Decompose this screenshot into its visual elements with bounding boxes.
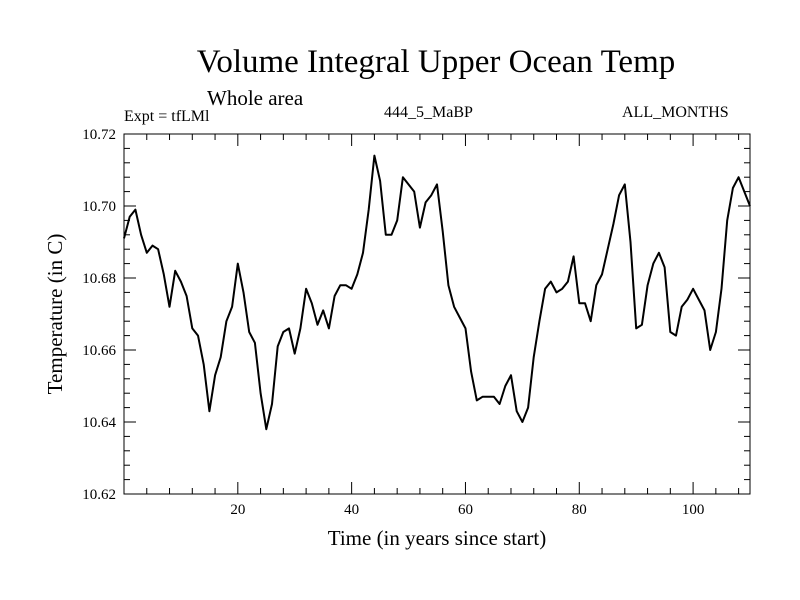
y-tick-label: 10.64	[82, 415, 116, 431]
run-id-label: 444_5_MaBP	[384, 104, 473, 121]
series-group	[123, 154, 751, 431]
x-tick-label: 40	[344, 502, 359, 518]
major-ticks	[124, 133, 750, 495]
y-tick-label: 10.68	[82, 271, 116, 287]
plot-frame	[123, 133, 751, 495]
y-tick-label: 10.72	[82, 127, 116, 143]
x-tick-label: 60	[458, 502, 473, 518]
x-axis-label: Time (in years since start)	[328, 526, 547, 550]
period-label: ALL_MONTHS	[622, 104, 729, 121]
x-tick-label: 100	[682, 502, 705, 518]
y-tick-label: 10.66	[82, 343, 116, 359]
series-line	[123, 154, 751, 431]
x-tick-label: 20	[230, 502, 245, 518]
chart-title: Volume Integral Upper Ocean Temp	[196, 44, 676, 80]
chart-subtitle: Whole area	[207, 86, 304, 110]
y-tick-label: 10.62	[82, 487, 116, 503]
tick-labels: 20 40 60 80 100 10.62 10.64 10.66 10.68 10.70 10.7…	[82, 127, 704, 518]
experiment-label: Expt = tfLMl	[124, 108, 210, 125]
x-tick-label: 80	[572, 502, 587, 518]
y-tick-label: 10.70	[82, 199, 116, 215]
minor-ticks	[124, 134, 750, 494]
y-axis-label: Temperature (in C)	[43, 234, 67, 395]
